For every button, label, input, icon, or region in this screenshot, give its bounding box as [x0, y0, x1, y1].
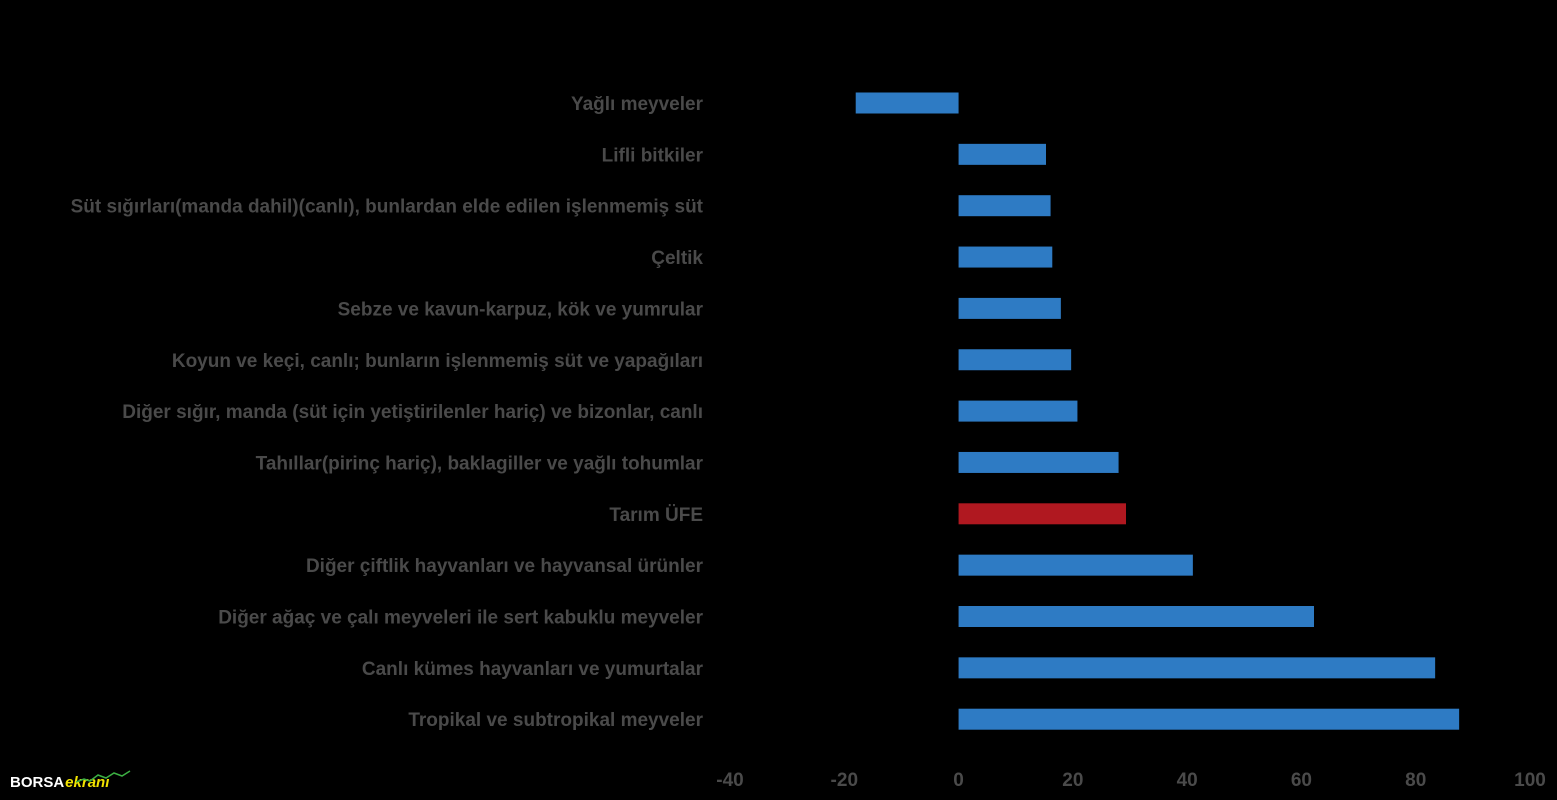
- category-labels-group: Yağlı meyveler Lifli bitkiler Süt sığırlar…: [71, 94, 704, 731]
- logo-sub-text: ekranı: [65, 774, 110, 791]
- bar-9: [958, 554, 1193, 576]
- x-tick-label-5: 60: [1291, 770, 1312, 791]
- bar-3: [958, 246, 1053, 268]
- bar-6: [958, 400, 1078, 422]
- category-label-9: Diğer çiftlik hayvanları ve hayvansal ür…: [306, 556, 704, 577]
- x-axis-ticks-group: -40 -20 0 20 40 60 80 100: [716, 770, 1546, 791]
- bar-2: [958, 195, 1051, 217]
- bars-group: [855, 92, 1460, 730]
- category-label-12: Tropikal ve subtropikal meyveler: [408, 710, 703, 731]
- logo-spark-icon: [76, 770, 131, 783]
- category-label-4: Sebze ve kavun-karpuz, kök ve yumrular: [338, 299, 704, 320]
- x-tick-label-0: -40: [716, 770, 743, 791]
- category-label-6: Diğer sığır, manda (süt için yetiştirile…: [122, 402, 703, 423]
- x-tick-label-6: 80: [1405, 770, 1426, 791]
- bar-1: [958, 143, 1046, 165]
- bar-8: [958, 503, 1126, 525]
- x-tick-label-4: 40: [1177, 770, 1198, 791]
- category-label-5: Koyun ve keçi, canlı; bunların işlenmemi…: [172, 351, 703, 372]
- category-label-2: Süt sığırları(manda dahil)(canlı), bunla…: [71, 197, 704, 218]
- x-tick-label-1: -20: [831, 770, 858, 791]
- category-label-10: Diğer ağaç ve çalı meyveleri ile sert ka…: [218, 608, 703, 629]
- x-tick-label-3: 20: [1062, 770, 1083, 791]
- bar-12: [958, 708, 1460, 730]
- category-label-3: Çeltik: [651, 248, 703, 269]
- bar-4: [958, 297, 1061, 319]
- bar-10: [958, 606, 1314, 627]
- bar-0: [855, 92, 959, 114]
- category-label-0: Yağlı meyveler: [571, 94, 704, 115]
- bar-11: [958, 657, 1436, 679]
- x-tick-label-7: 100: [1514, 770, 1546, 791]
- bar-7: [958, 451, 1119, 473]
- category-label-11: Canlı kümes hayvanları ve yumurtalar: [362, 659, 704, 680]
- x-tick-label-2: 0: [953, 770, 964, 791]
- category-label-1: Lifli bitkiler: [602, 145, 704, 166]
- borsa-ekrani-logo: BORSA ekranı: [10, 770, 131, 798]
- category-label-8: Tarım ÜFE: [609, 505, 703, 526]
- logo-main-text: BORSA: [10, 774, 65, 791]
- bar-5: [958, 349, 1072, 371]
- category-label-7: Tahıllar(pirinç hariç), baklagiller ve y…: [256, 453, 704, 474]
